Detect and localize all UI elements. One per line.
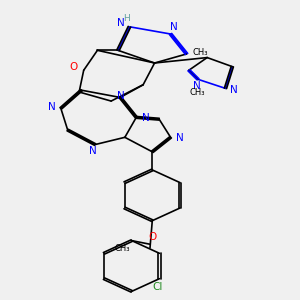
Text: N: N — [117, 18, 125, 28]
Text: N: N — [48, 101, 56, 112]
Text: H: H — [123, 14, 130, 23]
Text: N: N — [117, 91, 125, 100]
Text: N: N — [176, 133, 184, 143]
Text: O: O — [70, 62, 78, 72]
Text: N: N — [142, 113, 149, 123]
Text: N: N — [230, 85, 238, 95]
Text: N: N — [170, 22, 178, 32]
Text: Cl: Cl — [152, 282, 162, 292]
Text: O: O — [148, 232, 156, 242]
Text: CH₃: CH₃ — [115, 244, 130, 253]
Text: CH₃: CH₃ — [189, 88, 205, 97]
Text: N: N — [193, 81, 201, 91]
Text: N: N — [89, 146, 97, 156]
Text: CH₃: CH₃ — [193, 48, 208, 57]
